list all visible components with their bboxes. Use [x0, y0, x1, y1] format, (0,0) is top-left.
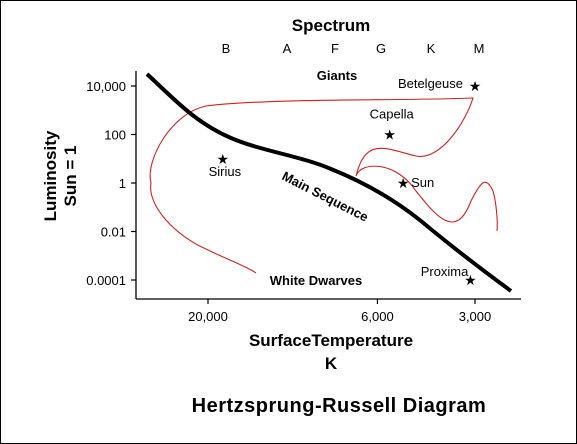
x-axis-ticks: 20,000 6,000 3,000: [188, 299, 491, 324]
x-axis-unit: K: [325, 354, 338, 373]
y-tick-label: 1: [119, 176, 126, 191]
spectral-class-a: A: [283, 41, 292, 56]
spectral-class-g: G: [376, 41, 386, 56]
spectrum-axis-title: Spectrum: [292, 16, 370, 35]
star-marker-proxima: ★: [464, 272, 477, 288]
spectral-class-m: M: [474, 41, 485, 56]
star-markers: ★Betelgeuse★Capella★Sirius★ Sun★Proxima: [209, 76, 482, 288]
main-sequence-label: Main Sequence: [280, 168, 371, 224]
star-marker-sun: ★: [397, 175, 410, 191]
spectral-class-b: B: [222, 41, 231, 56]
y-tick-label: 100: [104, 128, 126, 143]
main-sequence-curve: [145, 72, 513, 293]
star-label-capella: Capella: [370, 107, 415, 122]
x-tick-label: 3,000: [459, 309, 492, 324]
star-label-sirius: Sirius: [209, 164, 242, 179]
star-label-betelgeuse: Betelgeuse: [398, 76, 463, 91]
white-dwarf-track-curve: [150, 182, 257, 274]
y-tick-label: 10,000: [86, 79, 126, 94]
y-tick-label: 0.01: [101, 225, 126, 240]
y-axis-unit: Sun = 1: [61, 146, 80, 207]
x-tick-label: 20,000: [188, 309, 228, 324]
y-tick-label: 0.0001: [86, 273, 126, 288]
spectral-class-k: K: [427, 41, 436, 56]
x-tick-label: 6,000: [361, 309, 394, 324]
giants-region-label: Giants: [317, 68, 357, 83]
x-axis-title: SurfaceTemperature: [249, 331, 413, 350]
figure-title: Hertzsprung-Russell Diagram: [192, 395, 487, 417]
y-axis-ticks: 10,000 100 1 0.01 0.0001: [86, 79, 136, 288]
star-marker-capella: ★: [383, 127, 396, 143]
white-dwarves-region-label: White Dwarves: [270, 273, 362, 288]
star-label-sun: Sun: [411, 175, 434, 190]
spectral-class-f: F: [331, 41, 339, 56]
star-marker-sirius: ★: [217, 151, 230, 167]
star-marker-betelgeuse: ★: [469, 78, 482, 94]
star-label-proxima: Proxima: [421, 264, 469, 279]
y-axis-title: Luminosity: [41, 130, 60, 221]
evolutionary-track-curve: [149, 97, 498, 232]
